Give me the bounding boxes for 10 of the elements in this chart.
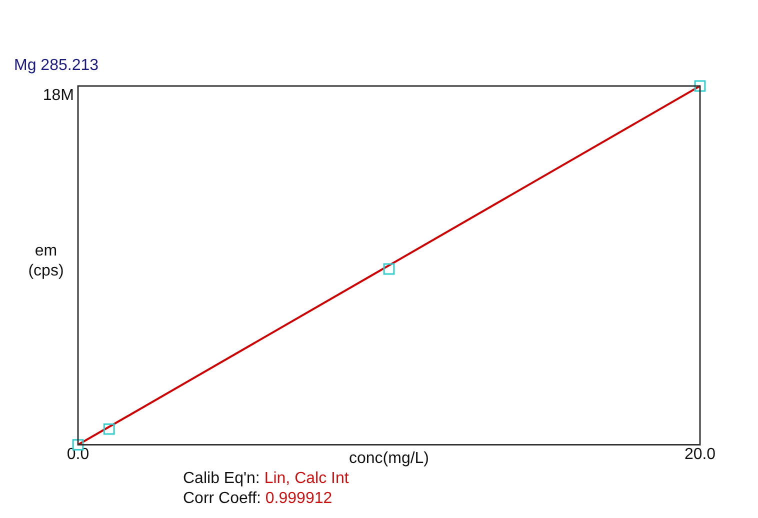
text: 18M xyxy=(42,87,74,104)
y-axis-title: em (cps) xyxy=(28,242,64,280)
text: Calib Eq'n: Lin, Calc Int xyxy=(183,470,350,487)
x-tick-label: 20.0 xyxy=(684,446,716,463)
text: Corr Coeff: 0.999912 xyxy=(183,490,332,507)
chart-title: Mg 285.213 xyxy=(14,57,99,74)
point xyxy=(103,423,115,435)
point xyxy=(383,263,395,275)
x-axis-title: conc(mg/L) xyxy=(348,450,430,467)
point xyxy=(694,80,706,92)
